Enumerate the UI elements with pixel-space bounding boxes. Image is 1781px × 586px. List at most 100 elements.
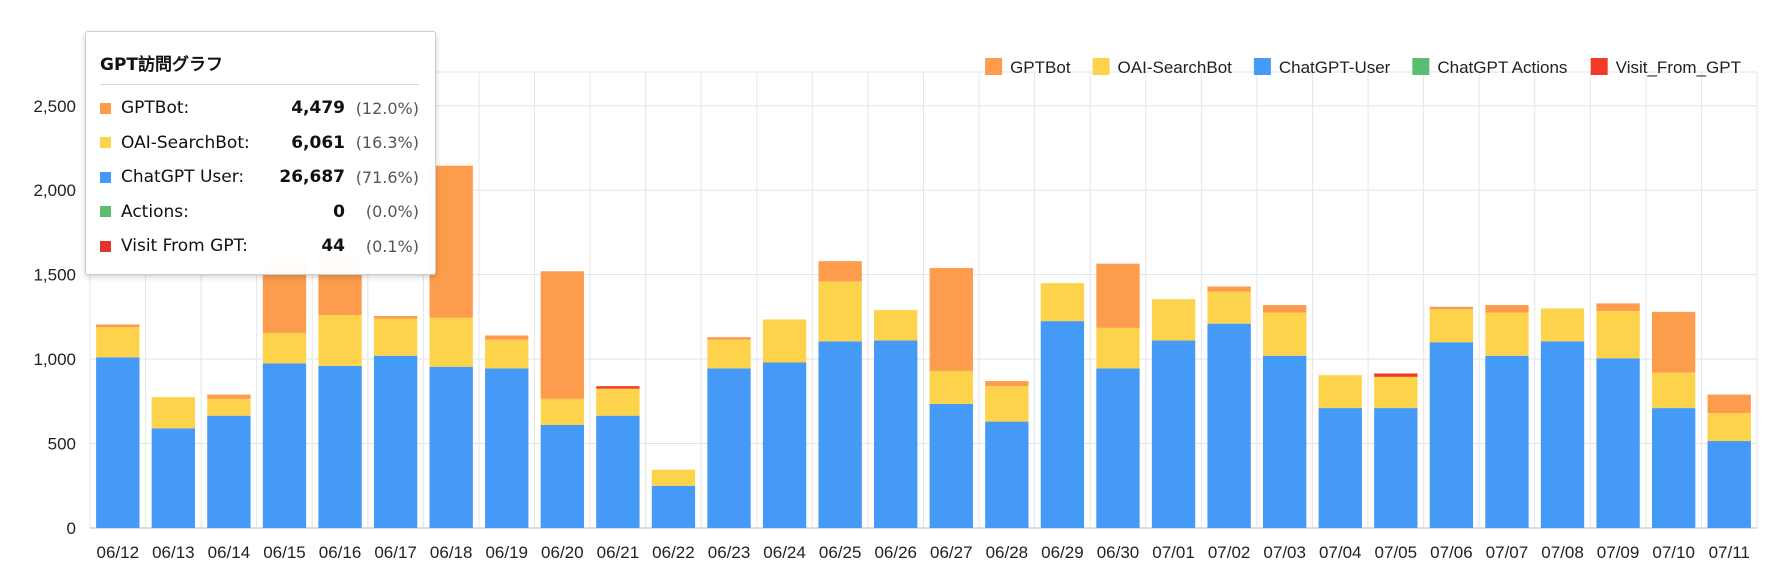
bar-segment-chatgpt-user[interactable] [1485, 355, 1529, 528]
bar-segment-chatgpt-user[interactable] [1040, 321, 1085, 528]
x-tick-label: 07/01 [1152, 543, 1195, 562]
bar-segment-gptbot[interactable] [96, 324, 140, 328]
x-tick-label: 06/18 [430, 543, 473, 562]
bar-segment-chatgpt-user[interactable] [1540, 341, 1585, 528]
bar-segment-oai-searchbot[interactable] [1707, 413, 1751, 442]
bar-segment-chatgpt-user[interactable] [96, 357, 140, 528]
bar-segment-oai-searchbot[interactable] [596, 388, 640, 416]
bar-segment-oai-searchbot[interactable] [1596, 310, 1640, 359]
bar-segment-chatgpt-user[interactable] [485, 368, 529, 528]
bar-segment-oai-searchbot[interactable] [1040, 283, 1085, 322]
bar-segment-chatgpt-user[interactable] [707, 368, 751, 528]
bar-segment-oai-searchbot[interactable] [651, 469, 696, 486]
bar-segment-chatgpt-user[interactable] [818, 341, 862, 528]
y-tick-label: 0 [67, 519, 76, 538]
bar-segment-oai-searchbot[interactable] [1374, 376, 1418, 409]
bar-segment-chatgpt-user[interactable] [1263, 355, 1307, 528]
bar-segment-chatgpt-user[interactable] [596, 415, 640, 528]
bar-segment-chatgpt-user[interactable] [651, 485, 696, 528]
bar-segment-chatgpt-user[interactable] [207, 415, 251, 528]
bar-segment-visit-from-gpt[interactable] [596, 386, 640, 389]
bar-segment-chatgpt-user[interactable] [1207, 323, 1251, 528]
legend-swatch [1590, 58, 1608, 75]
bar-segment-oai-searchbot[interactable] [540, 398, 584, 425]
bar-segment-chatgpt-user[interactable] [318, 365, 362, 528]
bar-segment-chatgpt-user[interactable] [429, 366, 473, 528]
tooltip-label: GPTBot: [121, 98, 190, 119]
bar-segment-chatgpt-user[interactable] [1596, 358, 1640, 528]
bar-segment-oai-searchbot[interactable] [1263, 312, 1307, 356]
bar-segment-oai-searchbot[interactable] [929, 370, 973, 404]
legend-item-gptbot[interactable]: GPTBot [985, 58, 1071, 77]
bar-segment-chatgpt-user[interactable] [151, 428, 196, 528]
bar-segment-gptbot[interactable] [1707, 394, 1751, 414]
tooltip-title: GPT訪問グラフ [100, 46, 419, 85]
bar-segment-chatgpt-user[interactable] [373, 355, 418, 528]
bar-segment-chatgpt-user[interactable] [1651, 408, 1696, 528]
bar-segment-chatgpt-user[interactable] [1429, 342, 1474, 528]
legend-item-chatgpt-user[interactable]: ChatGPT-User [1253, 58, 1391, 77]
bar-segment-oai-searchbot[interactable] [373, 318, 418, 356]
bar-segment-oai-searchbot[interactable] [485, 339, 529, 369]
bar-segment-oai-searchbot[interactable] [262, 332, 307, 364]
bar-segment-gptbot[interactable] [1207, 286, 1251, 292]
bar-segment-oai-searchbot[interactable] [985, 386, 1029, 422]
bar-segment-oai-searchbot[interactable] [1651, 372, 1696, 409]
bar-segment-gptbot[interactable] [429, 165, 473, 318]
bar-segment-oai-searchbot[interactable] [1207, 291, 1251, 324]
bar-segment-oai-searchbot[interactable] [874, 310, 918, 341]
bar-segment-oai-searchbot[interactable] [1151, 299, 1196, 341]
bar-segment-gptbot[interactable] [540, 271, 584, 399]
bar-segment-chatgpt-user[interactable] [929, 403, 973, 528]
bar-segment-oai-searchbot[interactable] [1485, 312, 1529, 356]
bar-segment-oai-searchbot[interactable] [96, 327, 140, 358]
bar-segment-oai-searchbot[interactable] [318, 315, 362, 366]
bar-segment-chatgpt-user[interactable] [540, 424, 584, 528]
bar-segment-oai-searchbot[interactable] [762, 319, 807, 363]
bar-segment-chatgpt-user[interactable] [874, 340, 918, 528]
x-tick-label: 07/08 [1541, 543, 1584, 562]
bar-segment-gptbot[interactable] [929, 267, 973, 371]
legend-item-visit-from-gpt[interactable]: Visit_From_GPT [1590, 58, 1741, 77]
bar-segment-chatgpt-user[interactable] [1318, 408, 1362, 528]
bar-segment-oai-searchbot[interactable] [151, 397, 196, 429]
bar-segment-oai-searchbot[interactable] [707, 339, 751, 369]
bar-segment-chatgpt-user[interactable] [985, 421, 1029, 528]
legend-swatch [1253, 58, 1271, 75]
legend-swatch [985, 58, 1003, 75]
legend-label: OAI-SearchBot [1118, 58, 1233, 77]
legend-item-chatgpt-actions[interactable]: ChatGPT Actions [1412, 58, 1567, 77]
bar-segment-oai-searchbot[interactable] [1318, 375, 1362, 409]
bar-segment-gptbot[interactable] [1651, 311, 1696, 373]
bar-segment-oai-searchbot[interactable] [429, 317, 473, 367]
bar-segment-gptbot[interactable] [1429, 306, 1474, 310]
bar-segment-chatgpt-user[interactable] [1374, 408, 1418, 528]
bar-segment-oai-searchbot[interactable] [1540, 308, 1585, 342]
bar-segment-oai-searchbot[interactable] [818, 281, 862, 342]
bar-segment-oai-searchbot[interactable] [207, 398, 251, 416]
bar-segment-gptbot[interactable] [1485, 305, 1529, 313]
bar-segment-chatgpt-user[interactable] [762, 362, 807, 528]
bar-segment-gptbot[interactable] [707, 337, 751, 340]
bar-segment-gptbot[interactable] [985, 381, 1029, 387]
x-tick-label: 06/27 [930, 543, 973, 562]
tooltip-percent: (16.3%) [355, 133, 419, 153]
bar-segment-gptbot[interactable] [818, 261, 862, 282]
bar-segment-gptbot[interactable] [1096, 263, 1140, 328]
bar-segment-chatgpt-user[interactable] [1707, 441, 1751, 528]
x-tick-label: 07/07 [1486, 543, 1529, 562]
bar-segment-gptbot[interactable] [1263, 305, 1307, 313]
bar-segment-chatgpt-user[interactable] [262, 363, 307, 528]
bar-segment-chatgpt-user[interactable] [1096, 368, 1140, 528]
legend-label: ChatGPT Actions [1437, 58, 1567, 77]
x-tick-label: 07/06 [1430, 543, 1473, 562]
bar-segment-gptbot[interactable] [207, 394, 251, 399]
bar-segment-visit-from-gpt[interactable] [1374, 373, 1418, 377]
bar-segment-oai-searchbot[interactable] [1429, 309, 1474, 343]
bar-segment-gptbot[interactable] [373, 316, 418, 319]
bar-segment-gptbot[interactable] [485, 335, 529, 340]
bar-segment-gptbot[interactable] [1596, 303, 1640, 311]
bar-segment-chatgpt-user[interactable] [1151, 340, 1196, 528]
legend-item-oai-searchbot[interactable]: OAI-SearchBot [1092, 58, 1233, 77]
bar-segment-oai-searchbot[interactable] [1096, 327, 1140, 369]
